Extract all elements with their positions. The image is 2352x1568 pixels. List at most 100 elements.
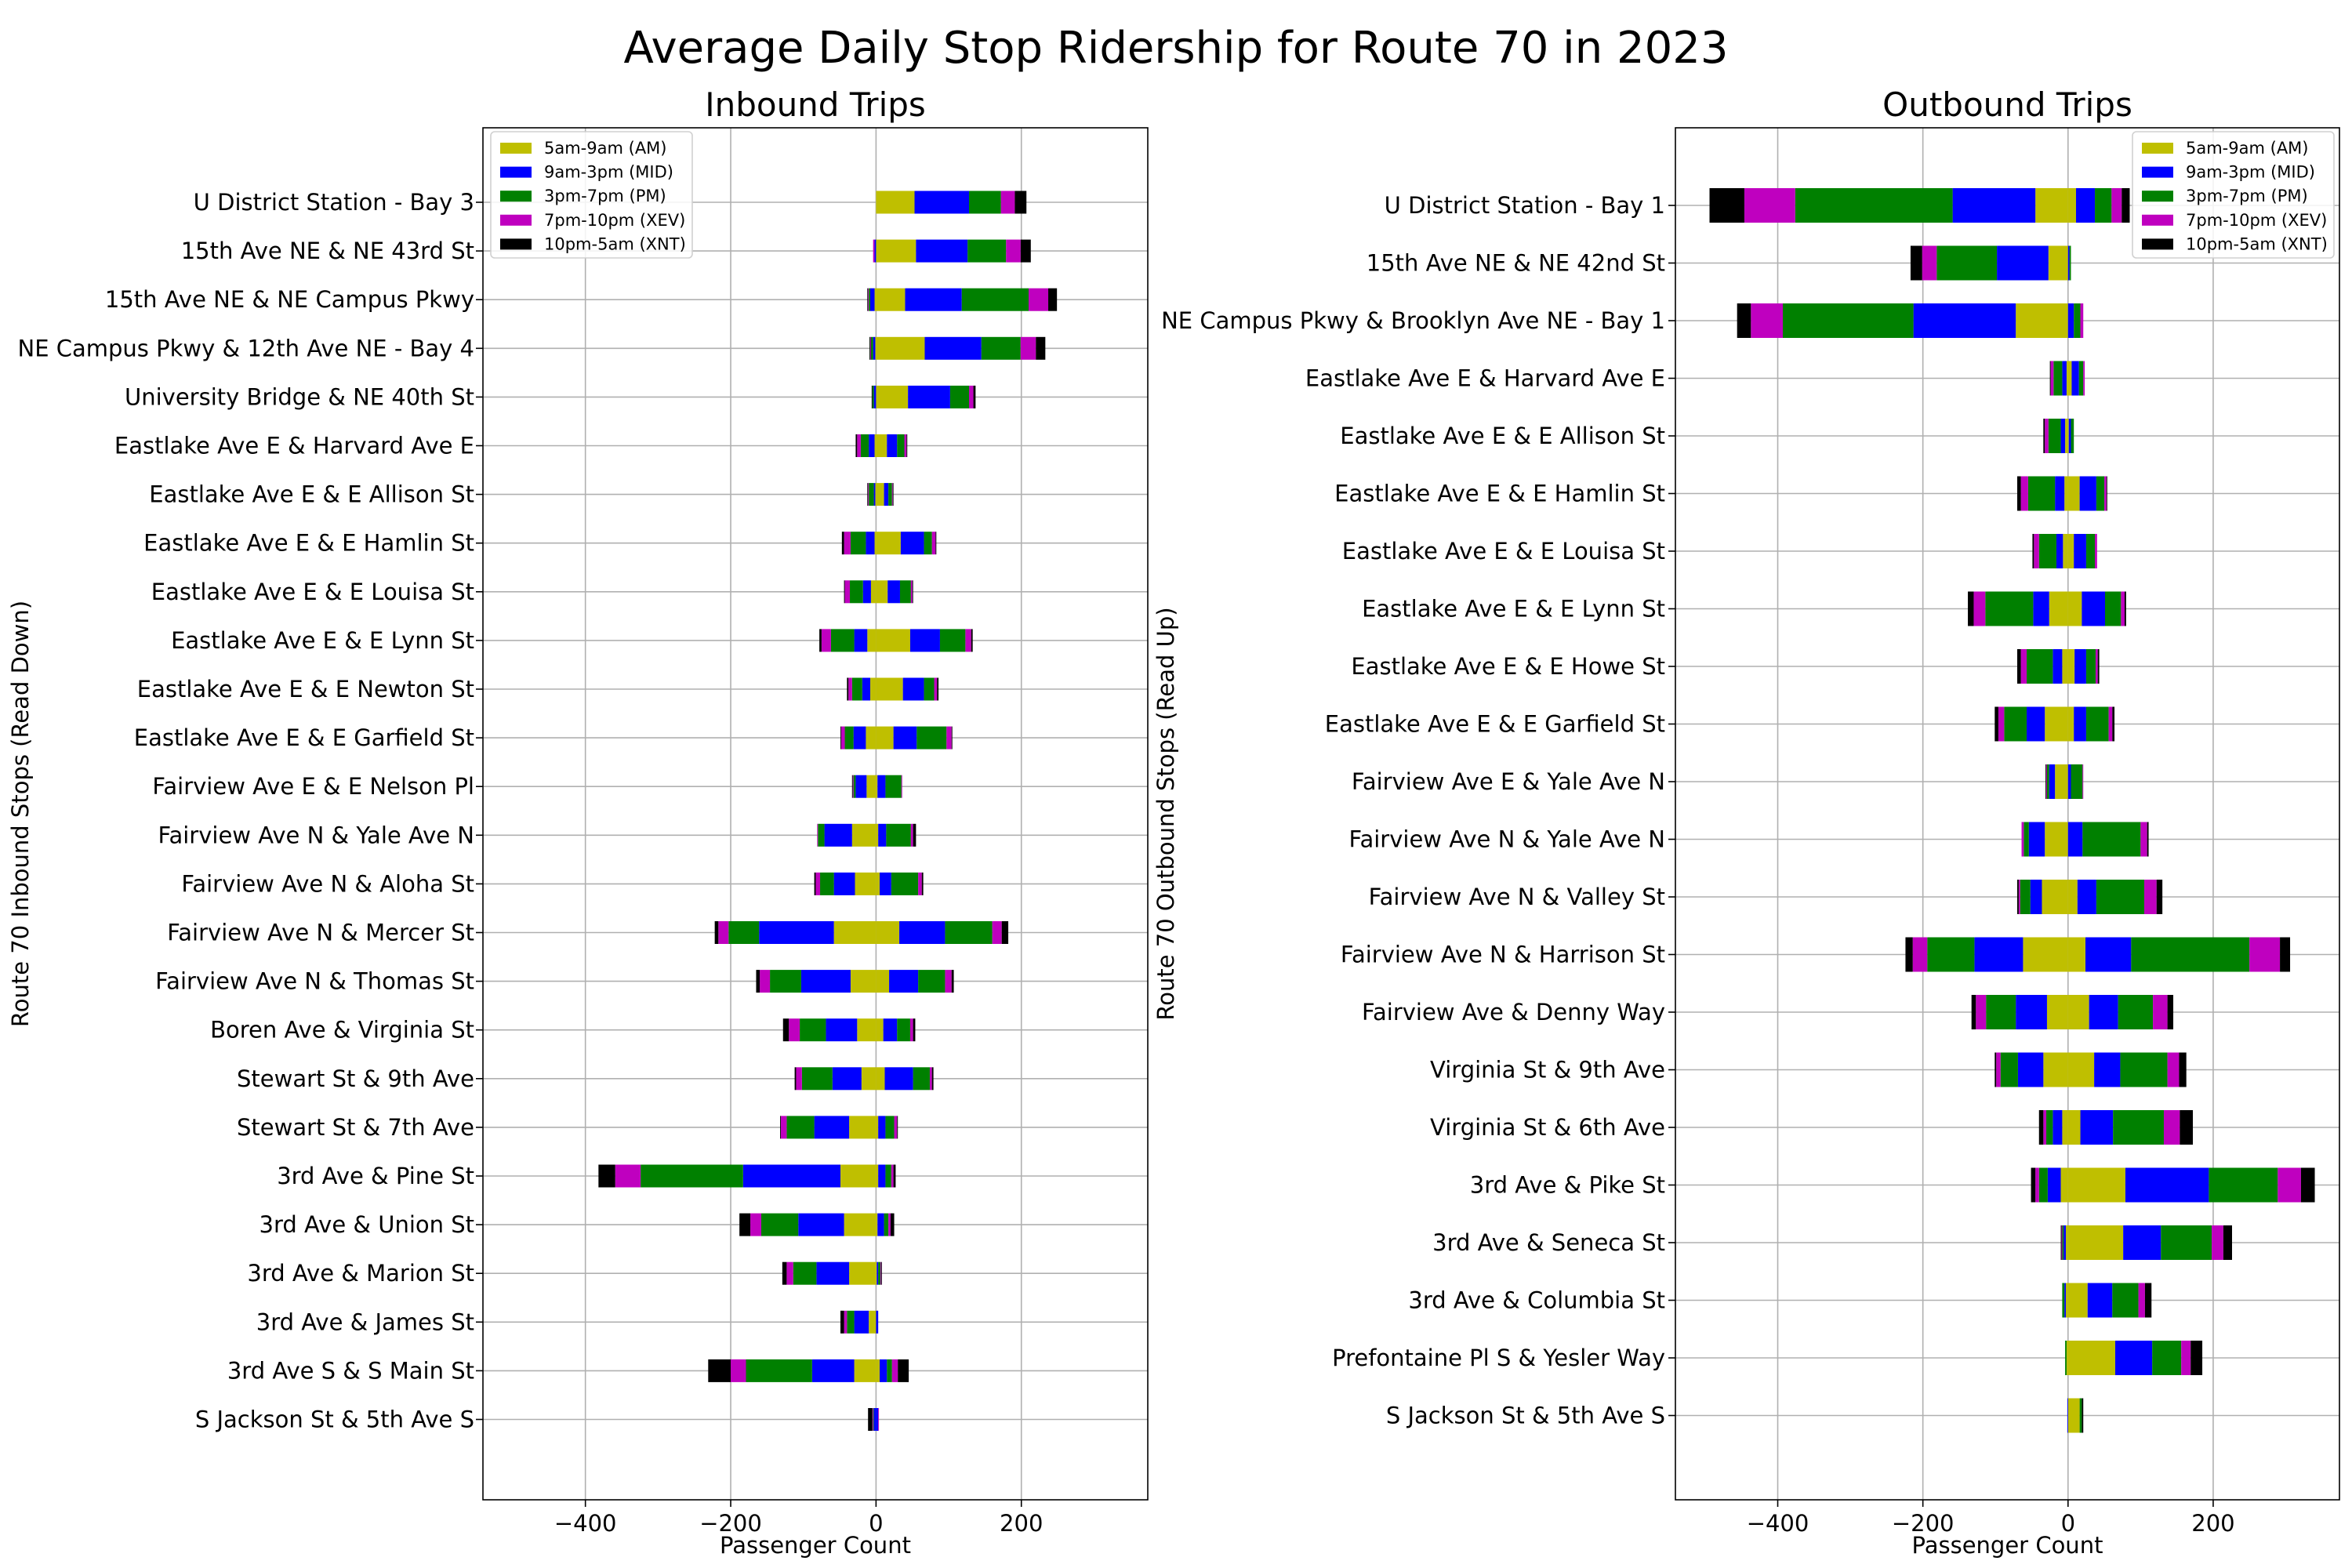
bar-pm-negative <box>869 288 870 311</box>
bar-am-negative <box>849 1261 877 1285</box>
bar-xnt-negative <box>780 1116 781 1139</box>
bar-mid-positive <box>878 1116 886 1139</box>
bar-xnt-positive <box>890 1213 895 1236</box>
bar-am-negative <box>849 1116 877 1139</box>
figure-title: Average Daily Stop Ridership for Route 7… <box>623 23 1728 74</box>
bar-am-positive <box>2067 1398 2080 1433</box>
bar-xev-negative <box>868 288 869 311</box>
bar-pm-negative <box>2062 1225 2064 1260</box>
bar-xev-negative <box>821 629 831 652</box>
y-tick-label: Eastlake Ave E & E Allison St <box>1340 423 1665 449</box>
bar-pm-positive <box>885 775 902 798</box>
bar-xev-negative <box>2043 1110 2047 1145</box>
bar-xev-positive <box>2080 303 2084 338</box>
bar-xev-positive <box>918 872 922 895</box>
bar-mid-positive <box>2068 419 2071 453</box>
bar-pm-negative <box>760 1213 799 1236</box>
bar-xev-negative <box>868 483 869 506</box>
bar-xnt-negative <box>1737 303 1751 338</box>
y-tick-label: Fairview Ave N & Aloha St <box>181 870 474 897</box>
y-tick-label: Stewart St & 7th Ave <box>237 1114 474 1141</box>
bar-am-negative <box>850 970 877 993</box>
legend-label: 5am-9am (AM) <box>544 139 667 158</box>
bar-mid-positive <box>2067 303 2074 338</box>
bar-pm-negative <box>746 1359 812 1382</box>
bar-am-negative <box>2045 706 2068 742</box>
bar-mid-positive <box>2074 706 2086 742</box>
axes-frame <box>1675 127 2340 1501</box>
bar-xnt-positive <box>2124 591 2126 626</box>
y-tick-label: Fairview Ave E & Yale Ave N <box>1352 768 1665 795</box>
bar-am-positive <box>876 1018 884 1042</box>
bar-xev-positive <box>2249 937 2281 972</box>
bar-mid-negative <box>854 629 868 652</box>
bar-pm-positive <box>2096 880 2144 914</box>
bar-mid-negative <box>1974 937 2024 972</box>
bar-xev-positive <box>909 1018 913 1042</box>
bar-xnt-positive <box>1001 921 1009 944</box>
bar-pm-negative <box>2038 1167 2048 1203</box>
bar-pm-positive <box>2152 1341 2182 1375</box>
bar-xev-negative <box>1751 303 1784 338</box>
bar-xnt-positive <box>2156 880 2163 914</box>
bar-am-negative <box>857 1018 877 1042</box>
bar-xnt-negative <box>819 629 822 652</box>
y-tick-label: S Jackson St & 5th Ave S <box>1386 1403 1665 1429</box>
bar-xev-negative <box>844 532 851 555</box>
bar-pm-negative <box>728 921 760 944</box>
y-tick-label: 3rd Ave & Columbia St <box>1408 1287 1665 1314</box>
bar-pm-negative <box>2062 1283 2065 1318</box>
bar-pm-negative <box>872 385 874 408</box>
x-axis-label: Passenger Count <box>720 1532 911 1559</box>
bar-xnt-positive <box>2179 1052 2187 1087</box>
bar-pm-positive <box>2069 245 2071 281</box>
y-tick-label: Fairview Ave & Denny Way <box>1362 999 1665 1025</box>
y-tick-label: 3rd Ave & James St <box>256 1308 474 1335</box>
bar-xnt-negative <box>2016 649 2021 684</box>
legend-label: 10pm-5am (XNT) <box>2186 234 2328 253</box>
bar-am-positive <box>2067 995 2089 1029</box>
bar-xev-negative <box>840 726 845 750</box>
bar-am-positive <box>876 483 884 506</box>
bar-am-negative <box>874 288 877 311</box>
legend: 5am-9am (AM) 9am-3pm (MID) 3pm-7pm (PM) 7pm… <box>490 131 693 259</box>
legend-swatch-xnt <box>2142 238 2173 250</box>
bar-pm-negative <box>860 434 869 457</box>
bar-xnt-positive <box>913 823 916 847</box>
bar-pm-positive <box>2118 995 2154 1029</box>
bar-xnt-negative <box>2060 1225 2062 1260</box>
bar-xev-positive <box>946 726 952 750</box>
bar-pm-positive <box>885 1116 895 1139</box>
bar-pm-negative <box>2053 361 2063 396</box>
bar-mid-negative <box>1913 303 2016 338</box>
bar-xev-negative <box>869 336 871 360</box>
bar-mid-positive <box>2071 361 2079 396</box>
bar-xev-positive <box>2095 649 2098 684</box>
bar-xev-positive <box>934 677 938 701</box>
bar-xev-negative <box>848 677 852 701</box>
bar-mid-negative <box>2047 1167 2061 1203</box>
bar-xev-negative <box>760 970 771 993</box>
x-tick-label: −400 <box>1747 1510 1809 1537</box>
bar-xev-negative <box>1976 995 1987 1029</box>
bar-xnt-positive <box>906 434 908 457</box>
x-tick-label: 0 <box>869 1510 883 1537</box>
y-tick-label: Fairview Ave N & Yale Ave N <box>158 822 474 848</box>
bar-am-negative <box>2043 1052 2068 1087</box>
bar-xnt-positive <box>2280 937 2291 972</box>
bar-xnt-negative <box>782 1018 789 1042</box>
bar-pm-positive <box>961 288 1029 311</box>
bar-am-negative <box>2060 1167 2068 1203</box>
y-tick-label: Eastlake Ave E & E Louisa St <box>151 579 474 605</box>
bar-xnt-negative <box>2045 764 2047 799</box>
bar-xev-positive <box>929 1067 932 1091</box>
bar-mid-positive <box>880 1359 887 1382</box>
bar-mid-positive <box>2094 1052 2121 1087</box>
bar-am-positive <box>876 1164 879 1188</box>
bar-pm-negative <box>1783 303 1914 338</box>
y-tick-label: Eastlake Ave E & E Garfield St <box>1325 711 1665 738</box>
y-axis-label: Route 70 Outbound Stops (Read Up) <box>1152 607 1179 1020</box>
bar-mid-negative <box>759 921 834 944</box>
bar-pm-positive <box>897 434 905 457</box>
bar-xnt-negative <box>847 677 849 701</box>
